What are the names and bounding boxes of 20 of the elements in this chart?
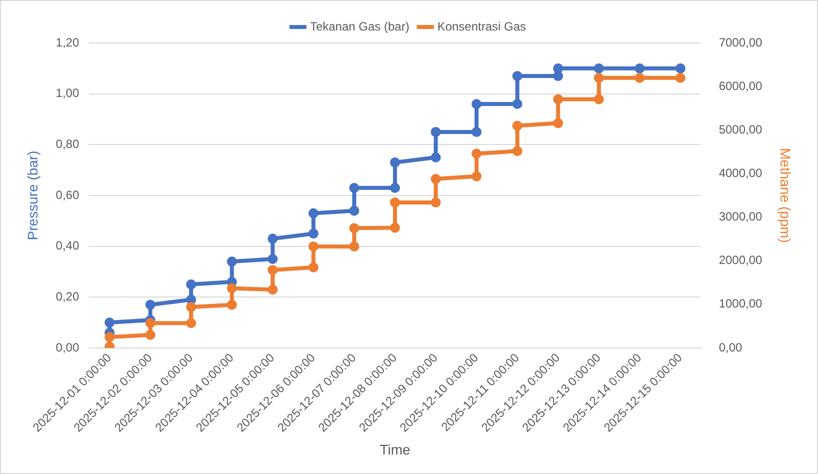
y2-tick-label: 7000,00 (718, 35, 763, 50)
y2-tick-label: 0,00 (718, 340, 743, 354)
y-axis-title: Pressure (bar) (24, 150, 40, 240)
y-tick-label: 1,00 (56, 86, 80, 100)
y-tick-label: 1,20 (56, 35, 80, 50)
y-tick-label: 0,20 (56, 289, 80, 304)
y2-tick-label: 2000,00 (718, 253, 763, 268)
legend-label: Konsentrasi Gas (437, 19, 526, 34)
y2-tick-label: 3000,00 (718, 210, 763, 224)
y2-tick-label: 4000,00 (718, 166, 763, 180)
y2-axis-title: Methane (ppm) (778, 148, 794, 243)
y-tick-label: 0,80 (56, 136, 80, 151)
y-tick-label: 0,60 (56, 188, 80, 202)
y-tick-label: 0,00 (56, 340, 80, 354)
x-axis-title: Time (380, 441, 410, 458)
y2-tick-label: 5000,00 (718, 122, 763, 136)
y2-tick-label: 6000,00 (718, 78, 763, 93)
y-tick-label: 0,40 (56, 238, 80, 253)
y2-tick-label: 1000,00 (718, 296, 763, 311)
legend-label: Tekanan Gas (bar) (310, 19, 410, 34)
